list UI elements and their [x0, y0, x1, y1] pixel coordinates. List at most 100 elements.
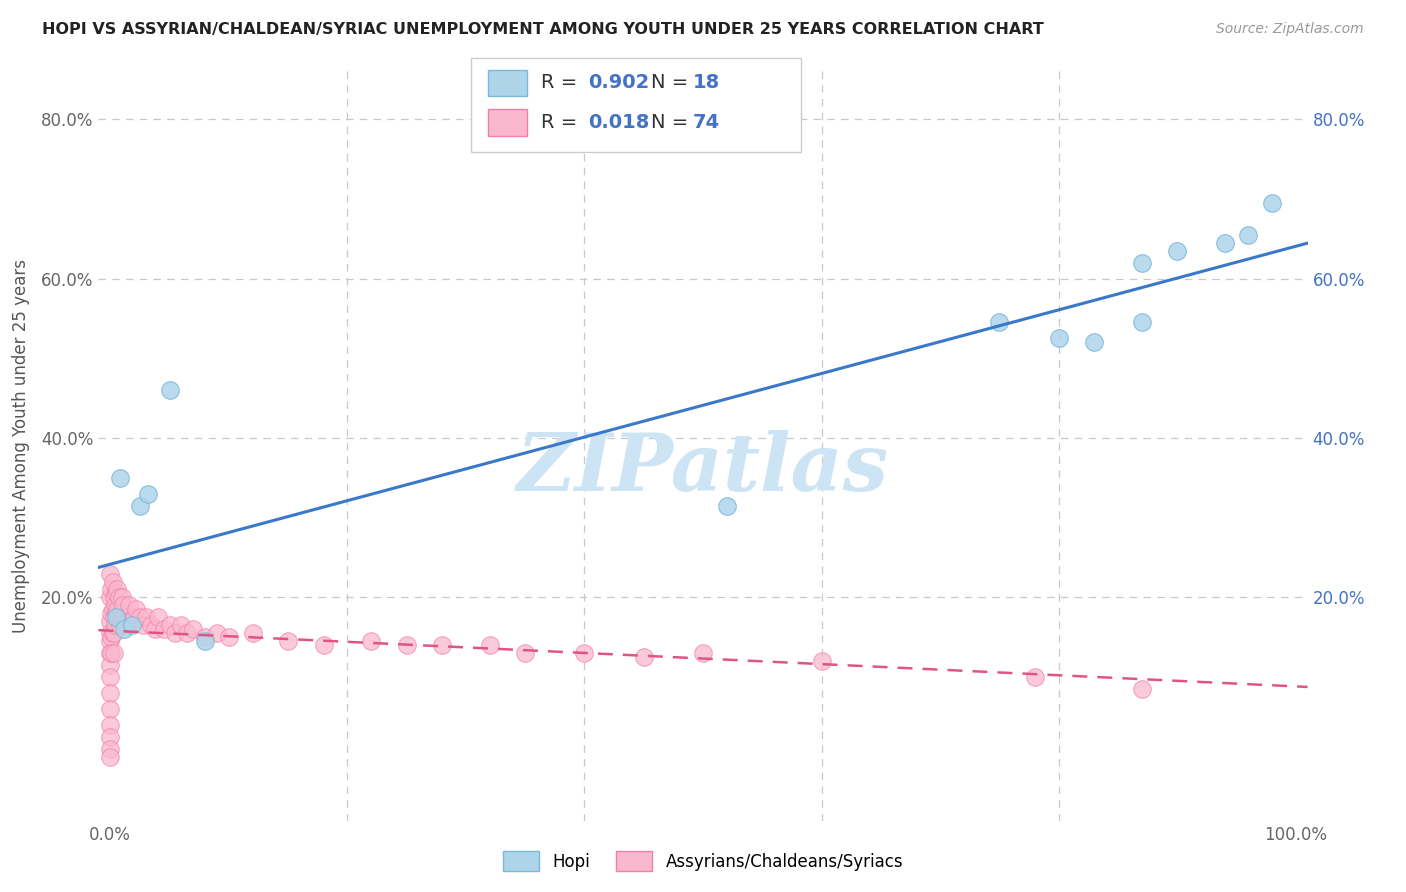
Point	[107, 591, 129, 605]
Text: R =: R =	[541, 73, 583, 93]
Text: Source: ZipAtlas.com: Source: ZipAtlas.com	[1216, 22, 1364, 37]
Point	[143, 623, 166, 637]
Point	[125, 602, 148, 616]
Point	[103, 626, 125, 640]
Point	[103, 591, 125, 605]
Point	[98, 591, 121, 605]
Text: 0.902: 0.902	[588, 73, 650, 93]
Point	[159, 618, 181, 632]
Point	[98, 566, 121, 581]
Point	[129, 499, 152, 513]
Point	[515, 646, 537, 660]
Point	[103, 610, 125, 624]
Point	[101, 626, 124, 640]
Point	[105, 582, 128, 597]
Point	[98, 658, 121, 673]
Point	[110, 607, 132, 621]
Point	[114, 623, 136, 637]
Text: HOPI VS ASSYRIAN/CHALDEAN/SYRIAC UNEMPLOYMENT AMONG YOUTH UNDER 25 YEARS CORRELA: HOPI VS ASSYRIAN/CHALDEAN/SYRIAC UNEMPLO…	[42, 22, 1043, 37]
Point	[1083, 335, 1105, 350]
Point	[1130, 315, 1153, 329]
Point	[98, 686, 121, 700]
Point	[100, 607, 122, 621]
Legend: Hopi, Assyrians/Chaldeans/Syriacs: Hopi, Assyrians/Chaldeans/Syriacs	[495, 843, 911, 880]
Point	[111, 591, 134, 605]
Point	[277, 634, 299, 648]
Point	[114, 610, 136, 624]
Point	[117, 610, 139, 624]
Point	[136, 487, 159, 501]
Text: 74: 74	[693, 112, 720, 132]
Point	[574, 646, 596, 660]
Point	[108, 471, 131, 485]
Point	[242, 626, 264, 640]
Point	[98, 670, 121, 684]
Point	[98, 750, 121, 764]
Point	[101, 602, 124, 616]
Point	[312, 638, 335, 652]
Point	[988, 315, 1011, 329]
Point	[129, 610, 152, 624]
Point	[105, 586, 128, 600]
Point	[1237, 227, 1260, 242]
Y-axis label: Unemployment Among Youth under 25 years: Unemployment Among Youth under 25 years	[11, 259, 30, 633]
Point	[159, 383, 181, 397]
Point	[1166, 244, 1188, 258]
Point	[98, 718, 121, 732]
Point	[112, 599, 135, 613]
Point	[135, 610, 157, 624]
Point	[105, 607, 128, 621]
Point	[100, 646, 122, 660]
Point	[98, 730, 121, 744]
Point	[360, 634, 382, 648]
Point	[1213, 235, 1236, 250]
Point	[146, 610, 169, 624]
Point	[105, 610, 128, 624]
Point	[1130, 682, 1153, 697]
Text: N =: N =	[651, 112, 695, 132]
Point	[139, 618, 162, 632]
Point	[205, 626, 228, 640]
Point	[395, 638, 418, 652]
Point	[1024, 670, 1046, 684]
Point	[121, 618, 143, 632]
Point	[114, 618, 136, 632]
Point	[716, 499, 738, 513]
Text: 18: 18	[693, 73, 720, 93]
Point	[103, 646, 125, 660]
Point	[1047, 331, 1070, 345]
Point	[100, 582, 122, 597]
Point	[633, 650, 655, 665]
Point	[432, 638, 454, 652]
Point	[100, 630, 122, 644]
Text: 0.018: 0.018	[588, 112, 650, 132]
Point	[165, 626, 187, 640]
Point	[98, 702, 121, 716]
Point	[107, 610, 129, 624]
Point	[121, 615, 143, 629]
Point	[122, 610, 145, 624]
Point	[132, 618, 155, 632]
Point	[478, 638, 501, 652]
Point	[194, 630, 217, 644]
Point	[218, 630, 240, 644]
Point	[810, 654, 832, 668]
Text: ZIPatlas: ZIPatlas	[517, 430, 889, 508]
Point	[101, 574, 124, 589]
Text: R =: R =	[541, 112, 583, 132]
Point	[181, 623, 204, 637]
Point	[98, 742, 121, 756]
Point	[692, 646, 714, 660]
Point	[104, 618, 127, 632]
Point	[98, 615, 121, 629]
Point	[152, 623, 174, 637]
Point	[118, 599, 141, 613]
Point	[1130, 255, 1153, 269]
Point	[111, 610, 134, 624]
Point	[98, 634, 121, 648]
Point	[1261, 195, 1284, 210]
Point	[108, 618, 131, 632]
Point	[176, 626, 198, 640]
Point	[105, 602, 128, 616]
Point	[98, 626, 121, 640]
